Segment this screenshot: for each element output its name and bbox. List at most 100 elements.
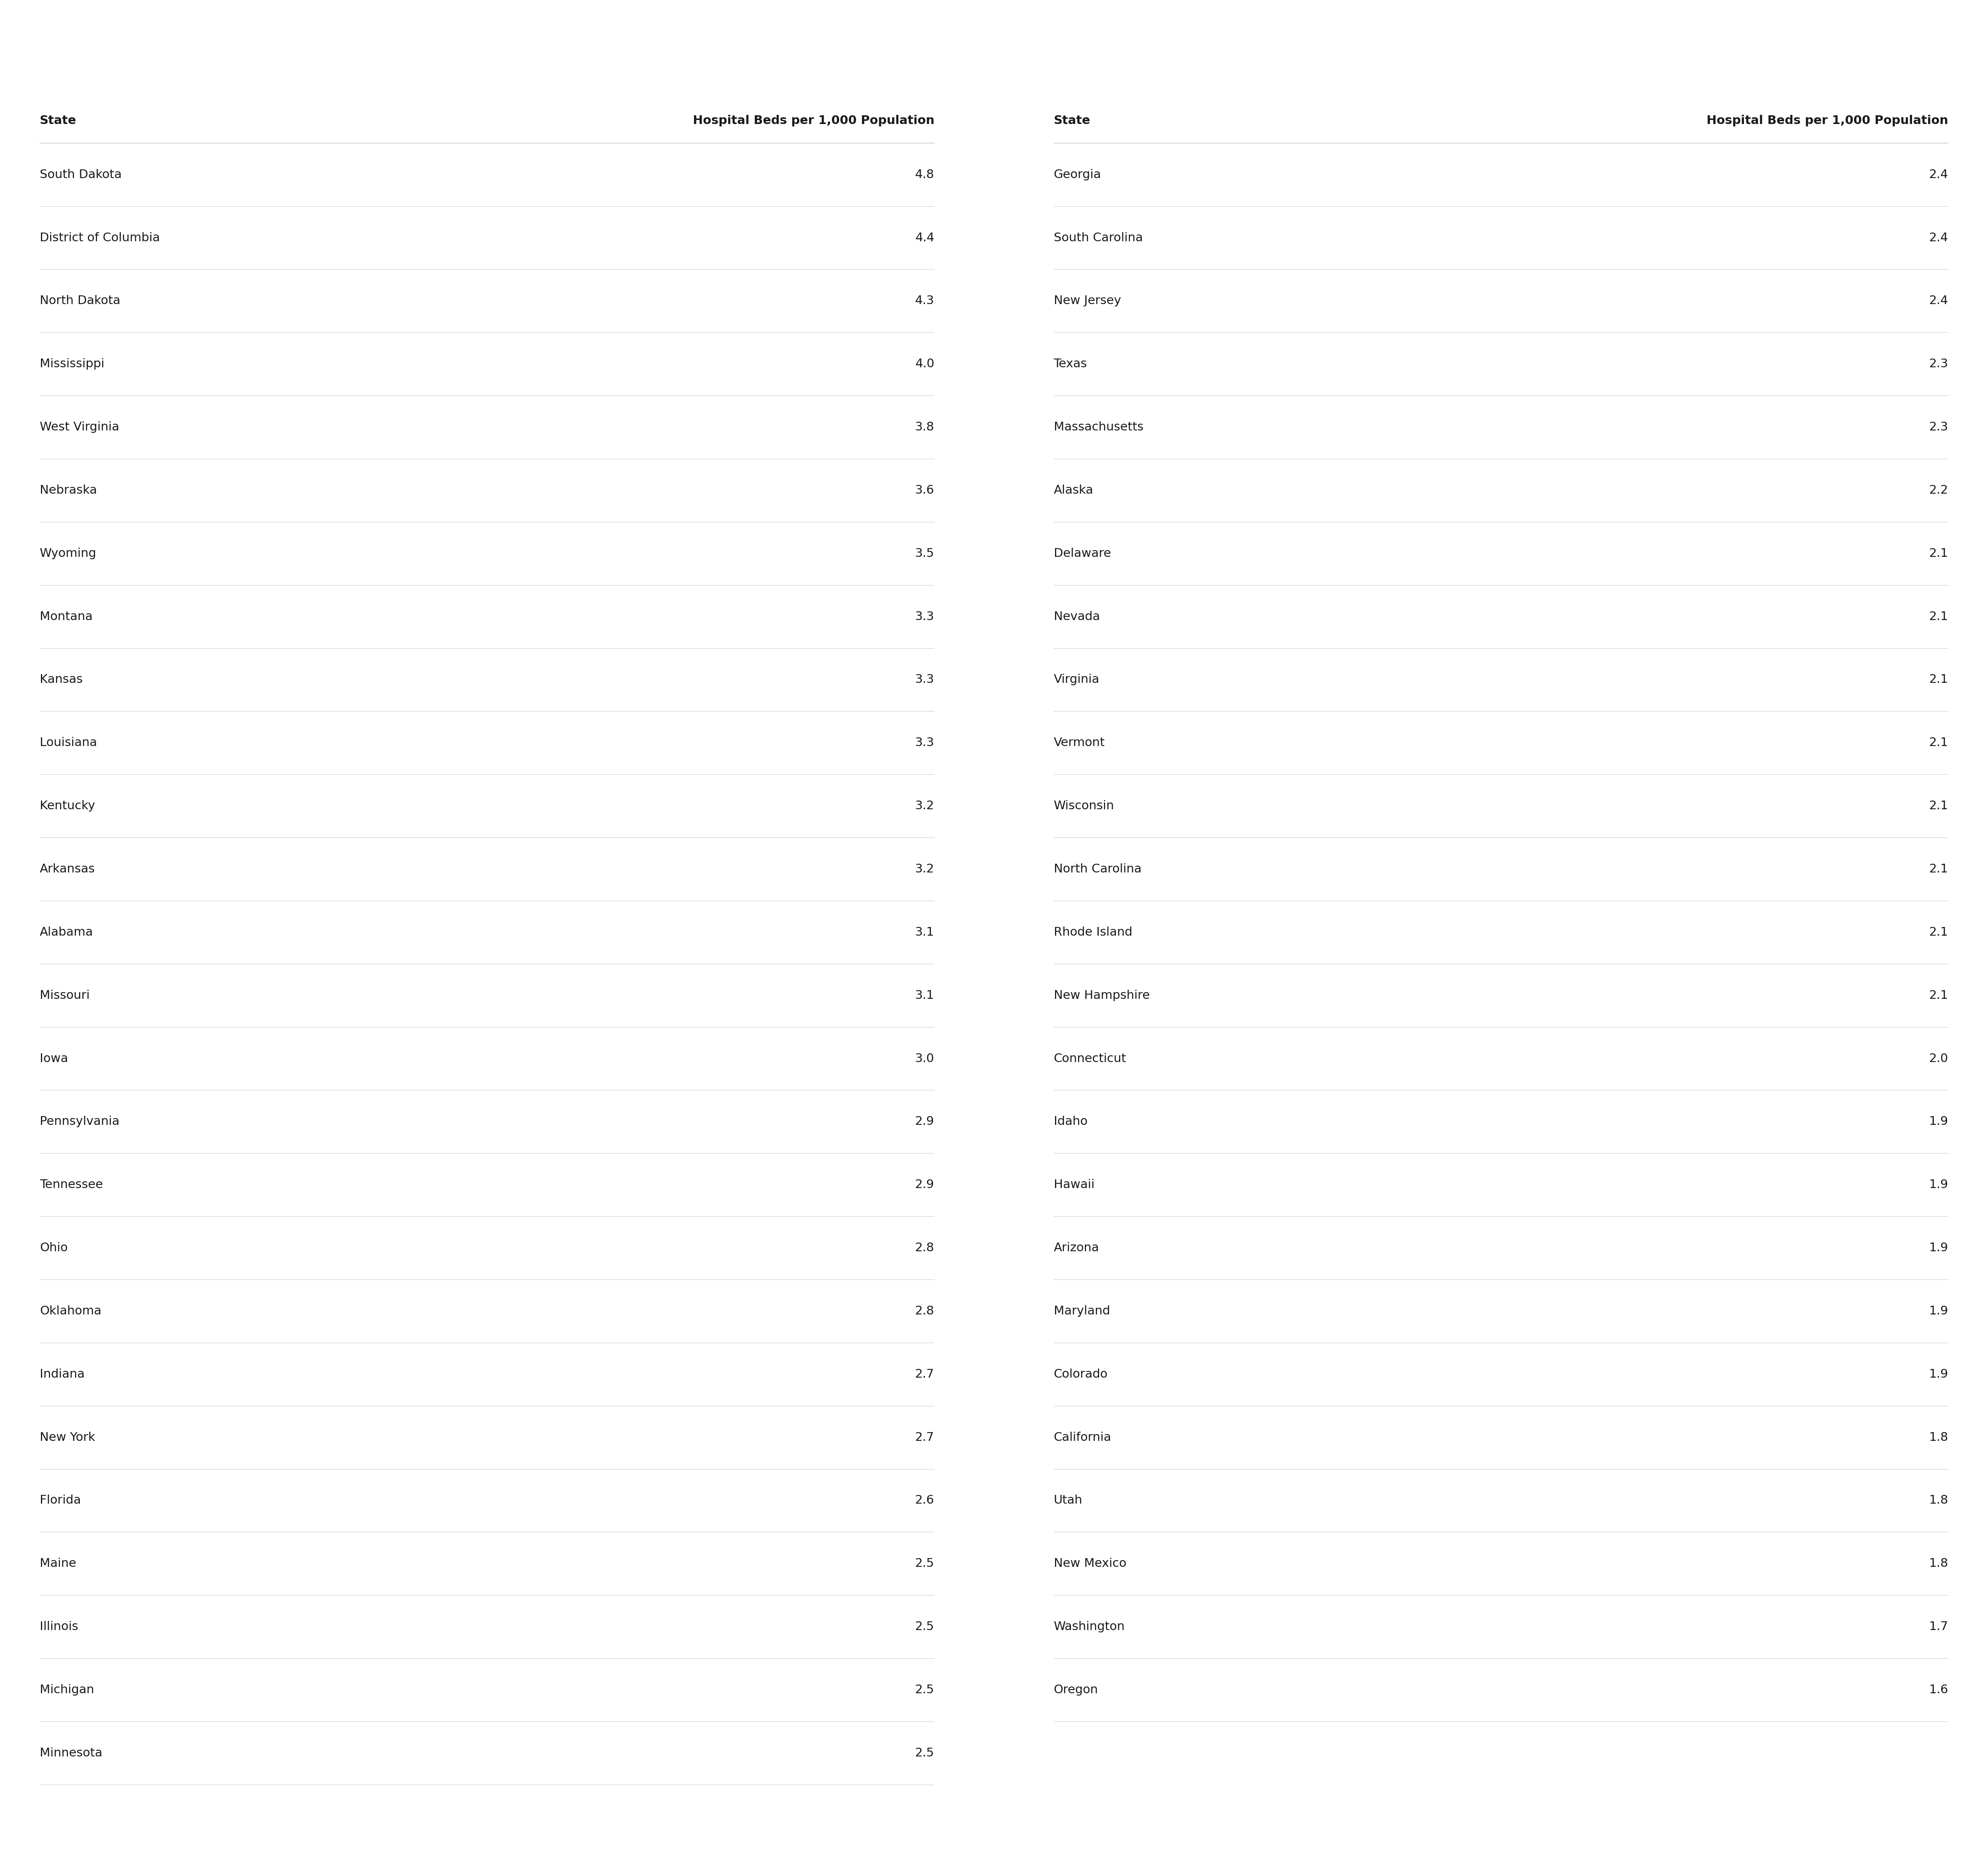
Text: Colorado: Colorado (1054, 1369, 1107, 1380)
Text: Washington: Washington (1054, 1621, 1125, 1632)
Text: 2.3: 2.3 (1928, 358, 1948, 370)
Text: 2.2: 2.2 (1928, 485, 1948, 496)
Text: 2.5: 2.5 (914, 1684, 934, 1695)
Text: 1.9: 1.9 (1928, 1242, 1948, 1253)
Text: 2.3: 2.3 (1928, 422, 1948, 433)
Text: 4.3: 4.3 (914, 295, 934, 306)
Text: 2.6: 2.6 (914, 1495, 934, 1506)
Text: Indiana: Indiana (40, 1369, 85, 1380)
Text: 2.0: 2.0 (1928, 1053, 1948, 1064)
Text: 3.1: 3.1 (914, 927, 934, 938)
Text: Oregon: Oregon (1054, 1684, 1097, 1695)
Text: 2.1: 2.1 (1928, 927, 1948, 938)
Text: West Virginia: West Virginia (40, 422, 119, 433)
Text: 4.0: 4.0 (914, 358, 934, 370)
Text: 2.8: 2.8 (914, 1305, 934, 1317)
Text: Alabama: Alabama (40, 927, 93, 938)
Text: 3.2: 3.2 (914, 864, 934, 875)
Text: Wyoming: Wyoming (40, 548, 97, 559)
Text: Nebraska: Nebraska (40, 485, 97, 496)
Text: Hospital Beds per 1,000 Population: Hospital Beds per 1,000 Population (692, 115, 934, 126)
Text: 2.4: 2.4 (1928, 232, 1948, 243)
Text: Montana: Montana (40, 611, 93, 622)
Text: 3.1: 3.1 (914, 990, 934, 1001)
Text: 2.4: 2.4 (1928, 295, 1948, 306)
Text: Ohio: Ohio (40, 1242, 68, 1253)
Text: Alaska: Alaska (1054, 485, 1093, 496)
Text: 2.8: 2.8 (914, 1242, 934, 1253)
Text: 3.8: 3.8 (914, 422, 934, 433)
Text: 2.1: 2.1 (1928, 548, 1948, 559)
Text: 3.0: 3.0 (914, 1053, 934, 1064)
Text: Mississippi: Mississippi (40, 358, 105, 370)
Text: District of Columbia: District of Columbia (40, 232, 159, 243)
Text: Wisconsin: Wisconsin (1054, 800, 1113, 812)
Text: 2.9: 2.9 (914, 1179, 934, 1190)
Text: State: State (40, 115, 76, 126)
Text: 2.1: 2.1 (1928, 864, 1948, 875)
Text: Maine: Maine (40, 1558, 76, 1569)
Text: 4.8: 4.8 (914, 169, 934, 180)
Text: 2.1: 2.1 (1928, 611, 1948, 622)
Text: 2.5: 2.5 (914, 1558, 934, 1569)
Text: 2.5: 2.5 (914, 1621, 934, 1632)
Text: Maryland: Maryland (1054, 1305, 1109, 1317)
Text: Utah: Utah (1054, 1495, 1081, 1506)
Text: 3.5: 3.5 (914, 548, 934, 559)
Text: Oklahoma: Oklahoma (40, 1305, 101, 1317)
Text: Pennsylvania: Pennsylvania (40, 1116, 119, 1127)
Text: Michigan: Michigan (40, 1684, 93, 1695)
Text: 3.3: 3.3 (914, 674, 934, 685)
Text: 1.7: 1.7 (1928, 1621, 1948, 1632)
Text: Rhode Island: Rhode Island (1054, 927, 1133, 938)
Text: Connecticut: Connecticut (1054, 1053, 1127, 1064)
Text: Vermont: Vermont (1054, 737, 1105, 748)
Text: Hawaii: Hawaii (1054, 1179, 1093, 1190)
Text: Kansas: Kansas (40, 674, 83, 685)
Text: 1.8: 1.8 (1928, 1558, 1948, 1569)
Text: 2.1: 2.1 (1928, 800, 1948, 812)
Text: 4.4: 4.4 (914, 232, 934, 243)
Text: Kentucky: Kentucky (40, 800, 95, 812)
Text: 2.1: 2.1 (1928, 737, 1948, 748)
Text: Iowa: Iowa (40, 1053, 68, 1064)
Text: North Carolina: North Carolina (1054, 864, 1141, 875)
Text: 1.9: 1.9 (1928, 1116, 1948, 1127)
Text: 2.5: 2.5 (914, 1747, 934, 1759)
Text: 1.9: 1.9 (1928, 1305, 1948, 1317)
Text: New York: New York (40, 1432, 95, 1443)
Text: Louisiana: Louisiana (40, 737, 97, 748)
Text: Texas: Texas (1054, 358, 1087, 370)
Text: North Dakota: North Dakota (40, 295, 121, 306)
Text: 2.4: 2.4 (1928, 169, 1948, 180)
Text: Missouri: Missouri (40, 990, 89, 1001)
Text: New Hampshire: New Hampshire (1054, 990, 1149, 1001)
Text: Florida: Florida (40, 1495, 82, 1506)
Text: 1.8: 1.8 (1928, 1432, 1948, 1443)
Text: Arkansas: Arkansas (40, 864, 95, 875)
Text: 1.9: 1.9 (1928, 1179, 1948, 1190)
Text: Illinois: Illinois (40, 1621, 78, 1632)
Text: 3.6: 3.6 (914, 485, 934, 496)
Text: Nevada: Nevada (1054, 611, 1099, 622)
Text: 2.7: 2.7 (914, 1432, 934, 1443)
Text: 2.1: 2.1 (1928, 990, 1948, 1001)
Text: South Carolina: South Carolina (1054, 232, 1143, 243)
Text: Massachusetts: Massachusetts (1054, 422, 1143, 433)
Text: Virginia: Virginia (1054, 674, 1099, 685)
Text: 3.3: 3.3 (914, 611, 934, 622)
Text: 1.8: 1.8 (1928, 1495, 1948, 1506)
Text: 2.1: 2.1 (1928, 674, 1948, 685)
Text: Tennessee: Tennessee (40, 1179, 103, 1190)
Text: Hospital Beds per 1,000 Population: Hospital Beds per 1,000 Population (1706, 115, 1948, 126)
Text: 3.3: 3.3 (914, 737, 934, 748)
Text: Arizona: Arizona (1054, 1242, 1099, 1253)
Text: South Dakota: South Dakota (40, 169, 121, 180)
Text: New Mexico: New Mexico (1054, 1558, 1127, 1569)
Text: Georgia: Georgia (1054, 169, 1101, 180)
Text: State: State (1054, 115, 1089, 126)
Text: 1.9: 1.9 (1928, 1369, 1948, 1380)
Text: California: California (1054, 1432, 1111, 1443)
Text: 2.9: 2.9 (914, 1116, 934, 1127)
Text: 2.7: 2.7 (914, 1369, 934, 1380)
